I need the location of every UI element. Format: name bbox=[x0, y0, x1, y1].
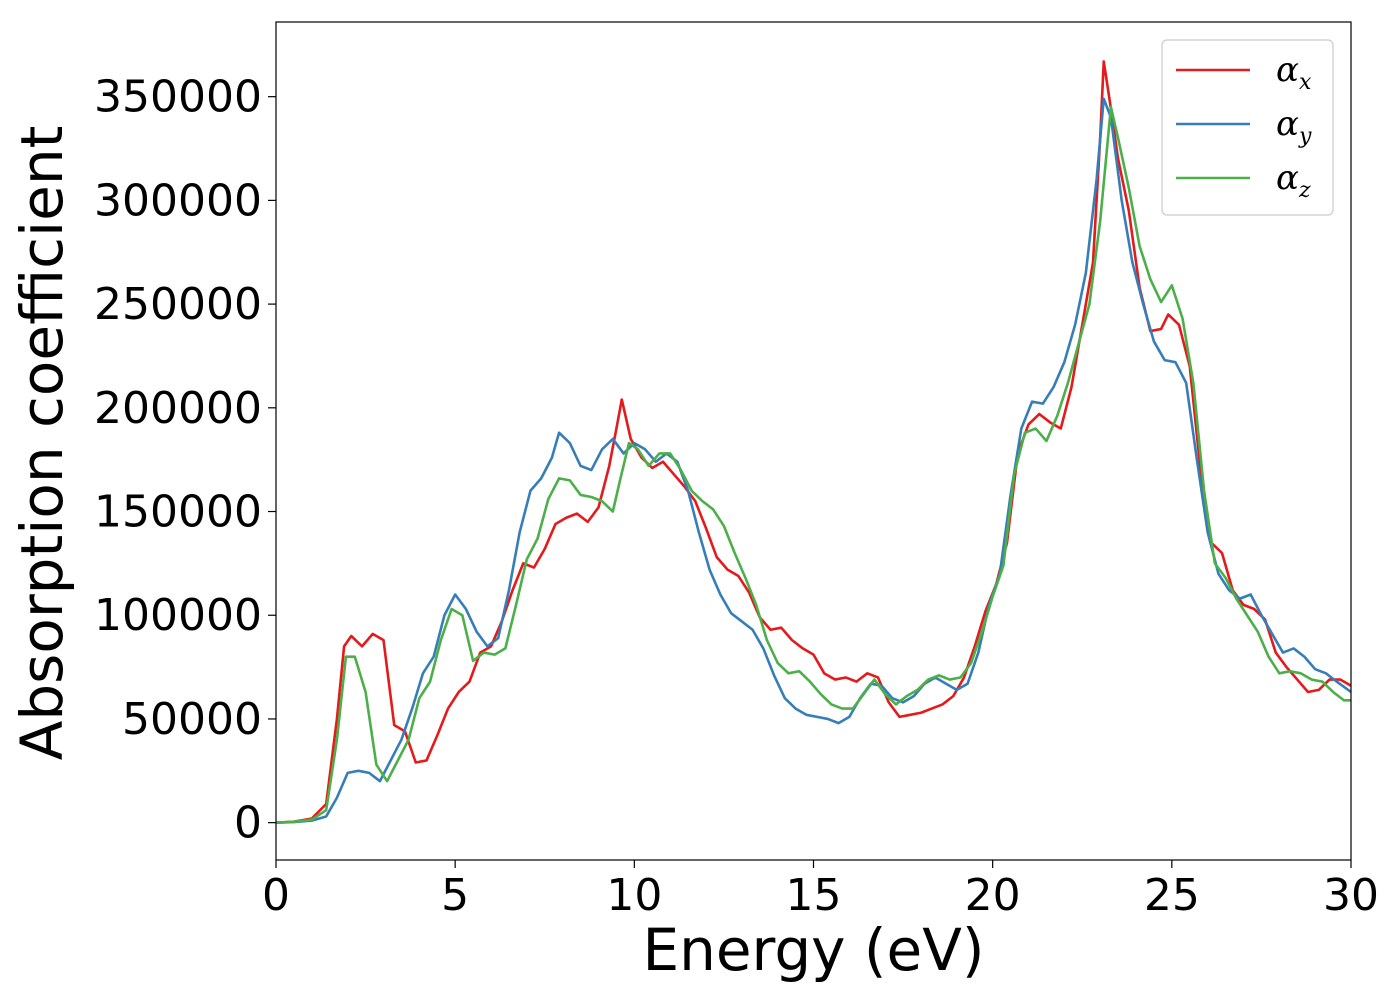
y-tick-label: 200000 bbox=[94, 383, 262, 434]
series-line-x bbox=[276, 60, 1351, 824]
y-tick-label: 150000 bbox=[94, 487, 262, 538]
y-tick-label: 250000 bbox=[94, 279, 262, 330]
y-axis-label: Absorption coefficient bbox=[8, 126, 76, 761]
x-tick-label: 5 bbox=[441, 870, 469, 921]
y-tick-label: 300000 bbox=[94, 175, 262, 226]
x-tick-label: 25 bbox=[1144, 870, 1200, 921]
x-axis-label: Energy (eV) bbox=[642, 916, 984, 984]
x-axis: 0 5 10 15 20 25 30 bbox=[262, 860, 1379, 921]
legend-label-y: αy bbox=[1276, 104, 1312, 149]
y-tick-label: 350000 bbox=[94, 72, 262, 123]
x-tick-label: 15 bbox=[786, 870, 842, 921]
x-tick-label: 30 bbox=[1323, 870, 1379, 921]
legend-box bbox=[1161, 39, 1334, 216]
x-tick-label: 0 bbox=[262, 870, 290, 921]
legend-label-x: αx bbox=[1276, 50, 1312, 95]
series-lines bbox=[276, 60, 1351, 824]
legend: αx αy αz bbox=[1161, 39, 1334, 216]
y-tick-label: 0 bbox=[234, 798, 262, 849]
series-line-z bbox=[276, 105, 1351, 824]
y-tick-label: 50000 bbox=[122, 694, 262, 745]
x-tick-label: 10 bbox=[606, 870, 662, 921]
y-axis: 0 50000 100000 150000 200000 250000 300000 3500… bbox=[94, 72, 276, 849]
x-tick-label: 20 bbox=[965, 870, 1021, 921]
y-tick-label: 100000 bbox=[94, 590, 262, 641]
series-line-y bbox=[276, 97, 1351, 824]
legend-label-z: αz bbox=[1276, 158, 1311, 203]
